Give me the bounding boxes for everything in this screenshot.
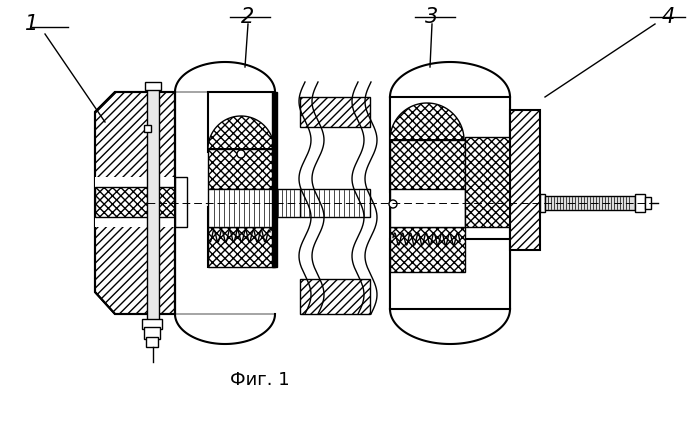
Text: 1: 1 bbox=[25, 14, 38, 34]
Bar bbox=[390, 239, 510, 309]
Bar bbox=[208, 227, 275, 267]
Bar bbox=[95, 177, 175, 227]
Bar bbox=[300, 189, 370, 217]
Bar bbox=[144, 125, 151, 132]
Bar bbox=[390, 227, 465, 272]
Bar bbox=[208, 149, 275, 189]
Bar bbox=[390, 97, 510, 192]
Bar bbox=[390, 189, 465, 227]
Bar bbox=[275, 189, 300, 217]
Text: 2: 2 bbox=[241, 7, 255, 27]
Text: 4: 4 bbox=[662, 7, 675, 27]
Bar bbox=[208, 207, 275, 267]
Bar bbox=[545, 196, 635, 210]
Bar bbox=[208, 189, 275, 227]
Bar bbox=[540, 194, 545, 212]
Bar bbox=[300, 97, 370, 127]
Polygon shape bbox=[175, 314, 275, 344]
Bar bbox=[645, 197, 651, 209]
Bar bbox=[300, 279, 370, 314]
Bar bbox=[144, 327, 160, 339]
Bar bbox=[95, 187, 175, 217]
Bar bbox=[146, 337, 158, 347]
Bar bbox=[272, 92, 277, 267]
Bar bbox=[147, 87, 159, 322]
Bar bbox=[142, 319, 162, 329]
Polygon shape bbox=[95, 92, 175, 314]
Bar bbox=[175, 177, 187, 227]
Polygon shape bbox=[390, 62, 510, 97]
Bar bbox=[390, 140, 465, 190]
Polygon shape bbox=[208, 116, 275, 149]
Text: Фиг. 1: Фиг. 1 bbox=[230, 371, 290, 389]
Bar bbox=[510, 110, 540, 250]
Polygon shape bbox=[390, 309, 510, 344]
Text: 3: 3 bbox=[426, 7, 439, 27]
Bar bbox=[635, 194, 645, 212]
Bar bbox=[145, 82, 161, 90]
Polygon shape bbox=[390, 103, 465, 140]
Polygon shape bbox=[175, 62, 275, 92]
Bar bbox=[208, 92, 275, 152]
Circle shape bbox=[389, 200, 397, 208]
Bar bbox=[465, 137, 510, 227]
Circle shape bbox=[237, 150, 245, 158]
